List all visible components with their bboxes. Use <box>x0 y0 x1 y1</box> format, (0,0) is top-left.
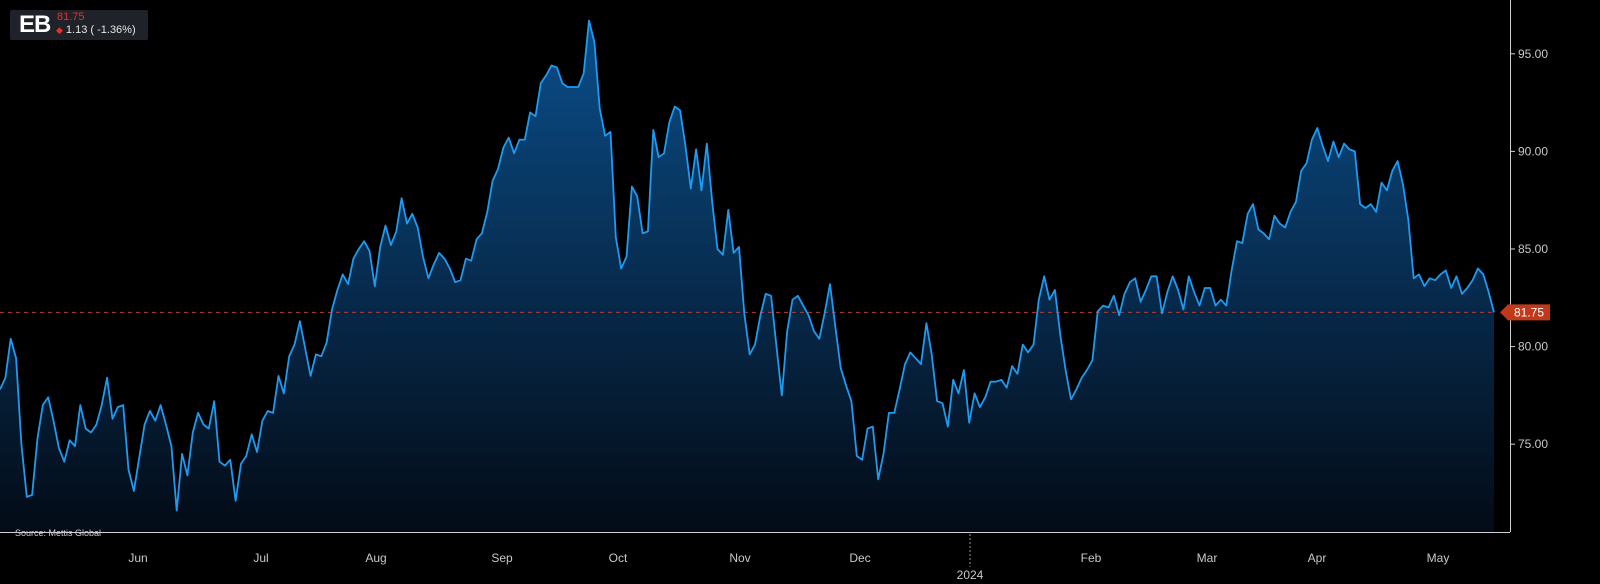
x-tick-label: May <box>1427 551 1450 565</box>
ticker-symbol: EB <box>19 11 51 38</box>
x-tick-label: Nov <box>729 551 750 565</box>
ticker-price: 81.75 <box>57 11 85 23</box>
x-tick-label: Jun <box>128 551 147 565</box>
last-price-badge <box>1500 304 1550 321</box>
y-tick-label: 90.00 <box>1518 144 1548 158</box>
x-tick-label: Mar <box>1197 551 1218 565</box>
ticker-change-row: ◆ 1.13 ( -1.36%) <box>56 24 136 37</box>
last-price-label: 81.75 <box>1514 305 1544 319</box>
y-tick-label: 85.00 <box>1518 242 1548 256</box>
y-axis: 75.00 80.00 85.00 90.00 95.00 <box>1510 0 1548 532</box>
y-tick-label: 95.00 <box>1518 47 1548 61</box>
plot-area <box>0 19 1495 532</box>
x-tick-label: Feb <box>1081 551 1102 565</box>
price-line <box>0 19 1495 512</box>
x-year-label: 2024 <box>957 568 984 582</box>
last-price-marker: 81.75 <box>1500 304 1550 321</box>
x-tick-label: Sep <box>491 551 513 565</box>
x-tick-label: Aug <box>365 551 386 565</box>
y-tick-label: 75.00 <box>1518 437 1548 451</box>
x-tick-label: Apr <box>1308 551 1327 565</box>
ticker-summary: EB 81.75 ◆ 1.13 ( -1.36%) <box>10 10 148 40</box>
y-tick-label: 80.00 <box>1518 340 1548 354</box>
triangle-down-icon: ◆ <box>56 25 63 35</box>
x-tick-label: Oct <box>609 551 628 565</box>
x-axis: Jun Jul Aug Sep Oct Nov Dec Feb Mar Apr May 2024 <box>0 532 1510 582</box>
source-note: Source: Mettis Global <box>15 528 102 538</box>
x-tick-label: Jul <box>253 551 268 565</box>
ticker-change: 1.13 ( -1.36%) <box>65 24 136 36</box>
price-area <box>0 20 1494 532</box>
x-tick-label: Dec <box>849 551 870 565</box>
